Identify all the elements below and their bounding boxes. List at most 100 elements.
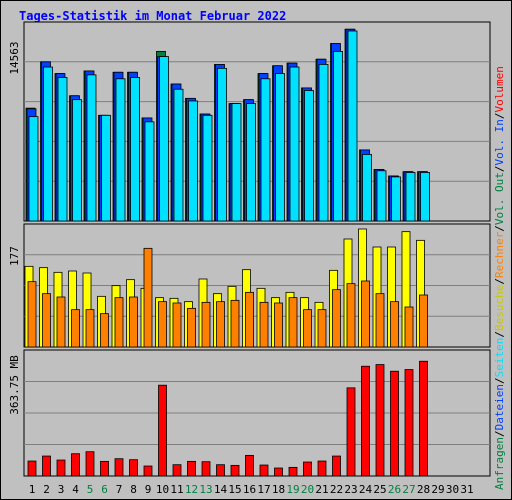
bar-seiten-day-24 — [362, 154, 372, 222]
right-legend: Anfragen/Dateien/Seiten/Besuche/Rechner/… — [493, 66, 506, 490]
bar-seiten-day-1 — [28, 116, 39, 222]
bar-seiten-day-10 — [159, 56, 169, 222]
x-tick-label-day-6: 6 — [101, 483, 108, 496]
x-tick-label-day-8: 8 — [130, 483, 137, 496]
legend-item-5: / — [493, 331, 506, 338]
bar-volumen-day-11 — [172, 464, 182, 477]
bar-rechner-day-12 — [187, 307, 196, 348]
x-tick-label-day-30: 30 — [446, 483, 459, 496]
bar-volumen-day-4 — [71, 453, 80, 477]
bar-rechner-day-15 — [230, 299, 240, 348]
bar-rechner-day-27 — [404, 306, 414, 348]
bar-seiten-day-6 — [101, 114, 111, 222]
x-tick-label-day-3: 3 — [58, 483, 65, 496]
bar-volumen-day-10 — [158, 384, 167, 477]
bar-rechner-day-14 — [216, 301, 225, 348]
x-tick-label-day-21: 21 — [315, 483, 328, 496]
legend-item-13: / — [493, 112, 506, 119]
chart-title: Tages-Statistik im Monat Februar 2022 — [19, 9, 287, 23]
bar-volumen-day-24 — [361, 365, 370, 477]
legend-item-4: Seiten — [493, 338, 506, 378]
bar-volumen-day-12 — [187, 460, 196, 477]
legend-item-3: / — [493, 377, 506, 384]
bar-volumen-day-21 — [317, 460, 327, 477]
bar-rechner-day-3 — [56, 296, 66, 348]
x-tick-label-day-24: 24 — [359, 483, 373, 496]
x-tick-label-day-29: 29 — [431, 483, 444, 496]
bar-rechner-day-22 — [332, 289, 341, 348]
x-tick-label-day-4: 4 — [72, 483, 79, 496]
legend-item-7: / — [493, 278, 506, 285]
x-tick-label-day-16: 16 — [243, 483, 256, 496]
bar-seiten-day-2 — [43, 66, 53, 222]
bar-rechner-day-8 — [129, 296, 138, 348]
panel-3-ymax-label: 363.75 MB — [8, 355, 21, 415]
bar-rechner-day-17 — [259, 301, 269, 348]
bar-seiten-day-9 — [144, 121, 155, 222]
x-tick-label-day-18: 18 — [272, 483, 285, 496]
legend-item-0: Anfragen — [493, 437, 506, 490]
bar-rechner-day-2 — [42, 293, 51, 348]
bar-volumen-day-17 — [259, 464, 269, 477]
x-tick-label-day-23: 23 — [344, 483, 357, 496]
legend-item-14: Volumen — [493, 66, 506, 112]
x-tick-label-day-19: 19 — [286, 483, 299, 496]
bar-seiten-day-27 — [405, 172, 416, 222]
bar-seiten-day-17 — [260, 78, 271, 222]
x-tick-label-day-2: 2 — [43, 483, 50, 496]
legend-item-9: / — [493, 225, 506, 232]
bar-rechner-day-21 — [317, 309, 327, 348]
bar-volumen-day-26 — [390, 370, 399, 477]
bar-volumen-day-14 — [216, 464, 225, 477]
bar-rechner-day-18 — [274, 302, 283, 348]
x-tick-label-day-15: 15 — [228, 483, 241, 496]
x-tick-label-day-12: 12 — [185, 483, 198, 496]
x-tick-label-day-1: 1 — [29, 483, 36, 496]
bar-seiten-day-13 — [202, 114, 213, 222]
bar-rechner-day-26 — [390, 301, 399, 348]
bar-volumen-day-9 — [143, 465, 153, 477]
bar-seiten-day-20 — [304, 90, 314, 222]
x-tick-label-day-17: 17 — [257, 483, 270, 496]
x-tick-label-day-26: 26 — [388, 483, 401, 496]
bar-volumen-day-22 — [332, 455, 341, 477]
bar-rechner-day-28 — [419, 294, 428, 348]
bar-rechner-day-24 — [361, 280, 370, 348]
x-tick-label-day-9: 9 — [145, 483, 152, 496]
legend-item-8: Rechner — [493, 231, 506, 278]
legend-item-6: Besuche — [493, 285, 506, 331]
bar-volumen-day-13 — [201, 461, 211, 477]
bar-volumen-day-19 — [288, 466, 298, 477]
panel-2-ymax-label: 177 — [8, 246, 21, 266]
bar-seiten-day-15 — [231, 103, 242, 222]
bar-volumen-day-16 — [245, 454, 254, 477]
bar-volumen-day-18 — [274, 467, 283, 477]
bar-volumen-day-23 — [346, 387, 356, 477]
bar-rechner-day-19 — [288, 297, 298, 348]
bar-rechner-day-11 — [172, 302, 182, 348]
bar-volumen-day-6 — [100, 460, 109, 477]
bar-volumen-day-15 — [230, 464, 240, 477]
bar-seiten-day-11 — [173, 88, 184, 222]
bar-rechner-day-6 — [100, 313, 109, 348]
bar-rechner-day-23 — [346, 283, 356, 348]
bar-seiten-day-26 — [391, 176, 401, 222]
bar-seiten-day-3 — [57, 77, 68, 222]
bar-rechner-day-13 — [201, 301, 211, 348]
bar-seiten-day-18 — [275, 73, 285, 222]
bar-seiten-day-12 — [188, 100, 198, 222]
bar-seiten-day-4 — [72, 99, 82, 222]
x-tick-label-day-28: 28 — [417, 483, 430, 496]
bar-volumen-day-7 — [114, 458, 124, 477]
legend-item-2: Dateien — [493, 384, 506, 430]
bar-rechner-day-7 — [114, 297, 124, 348]
legend-item-11: / — [493, 165, 506, 172]
bar-rechner-day-5 — [85, 309, 95, 348]
bar-rechner-day-9 — [143, 247, 153, 348]
bar-volumen-day-8 — [129, 459, 138, 477]
x-tick-label-day-22: 22 — [330, 483, 343, 496]
bar-seiten-day-22 — [333, 50, 343, 222]
bar-volumen-day-28 — [419, 360, 428, 477]
legend-item-12: Vol. In — [493, 119, 506, 165]
